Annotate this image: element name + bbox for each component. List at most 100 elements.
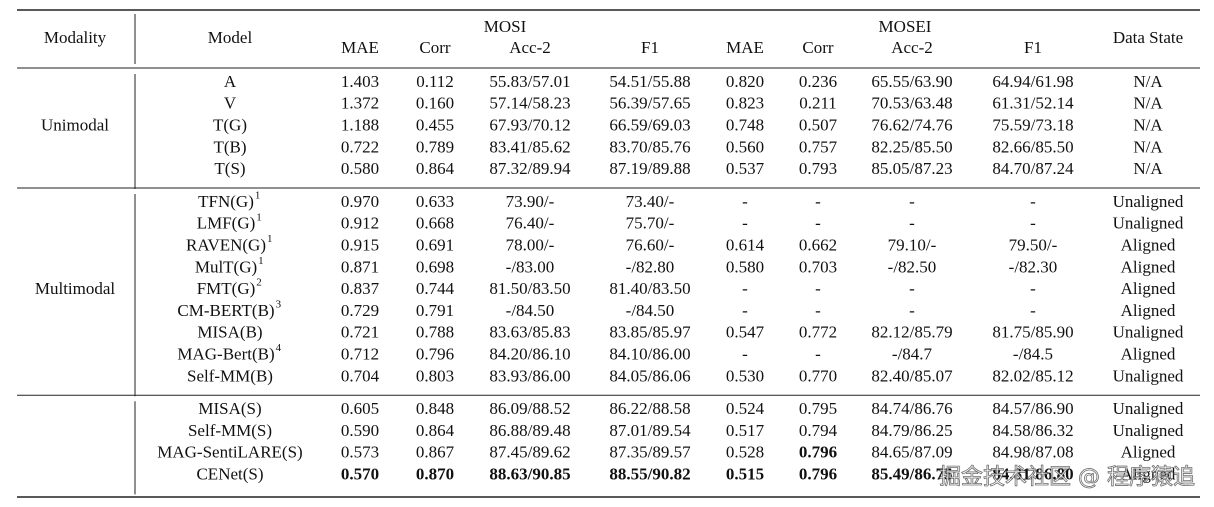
cell: 0.528 [726, 443, 764, 462]
cell: - [815, 192, 821, 211]
cell: 0.788 [416, 323, 454, 342]
cell: 0.970 [341, 192, 379, 211]
cell: 86.88/89.48 [489, 421, 570, 440]
cell: 0.236 [799, 72, 837, 91]
cell: -/83.00 [506, 257, 555, 276]
cell: 82.02/85.12 [992, 366, 1073, 385]
cell: 0.691 [416, 236, 454, 255]
cell: -/82.50 [888, 257, 937, 276]
cell: 84.05/86.06 [609, 366, 690, 385]
cell: 79.10/- [888, 236, 937, 255]
cell: Aligned [1121, 465, 1176, 484]
footnote-mark: 4 [276, 342, 282, 354]
data-state-header: Data State [1113, 28, 1183, 47]
cell: 78.00/- [506, 236, 555, 255]
cell: 0.160 [416, 94, 454, 113]
cell: N/A [1133, 72, 1163, 91]
model-name: CM-BERT(B) [177, 301, 274, 320]
cell: 57.14/58.23 [489, 94, 570, 113]
cell: 82.12/85.79 [871, 323, 952, 342]
cell: -/84.5 [1013, 345, 1053, 364]
cell: 0.772 [799, 323, 837, 342]
cell: N/A [1133, 159, 1163, 178]
dataset-header: MOSEI [879, 17, 932, 36]
cell: 0.668 [416, 214, 454, 233]
cell: 86.09/88.52 [489, 399, 570, 418]
cell: 79.50/- [1009, 236, 1058, 255]
cell: Unaligned [1113, 192, 1184, 211]
model-name: Self-MM(B) [187, 366, 273, 385]
cell: - [1030, 279, 1036, 298]
model-name: LMF(G) [197, 214, 256, 233]
cell: 85.05/87.23 [871, 159, 952, 178]
cell: - [909, 279, 915, 298]
cell: 0.796 [799, 465, 837, 484]
cell: 0.912 [341, 214, 379, 233]
cell: - [909, 214, 915, 233]
model-name: MAG-SentiLARE(S) [157, 443, 302, 462]
model-header: Model [208, 28, 253, 47]
cell: - [1030, 301, 1036, 320]
cell: -/82.30 [1009, 257, 1058, 276]
cell: 1.403 [341, 72, 379, 91]
cell: 0.789 [416, 137, 454, 156]
metric-header: MAE [726, 38, 764, 57]
cell: 76.60/- [626, 236, 675, 255]
cell: - [742, 279, 748, 298]
cell: Unaligned [1113, 366, 1184, 385]
cell: 0.864 [416, 159, 455, 178]
cell: - [815, 345, 821, 364]
cell: 0.662 [799, 236, 837, 255]
model-name: MAG-Bert(B) [177, 345, 274, 364]
cell: 0.915 [341, 236, 379, 255]
cell: 0.823 [726, 94, 764, 113]
cell: - [742, 192, 748, 211]
cell: Unaligned [1113, 323, 1184, 342]
cell: 0.791 [416, 301, 454, 320]
model-name: MISA(B) [197, 323, 262, 342]
cell: 0.633 [416, 192, 454, 211]
cell: 0.722 [341, 137, 379, 156]
cell: 56.39/57.65 [609, 94, 690, 113]
cell: 0.867 [416, 443, 455, 462]
cell: 0.524 [726, 399, 765, 418]
cell: 0.698 [416, 257, 454, 276]
cell: 81.40/83.50 [609, 279, 690, 298]
footnote-mark: 1 [255, 190, 261, 202]
cell: 0.614 [726, 236, 765, 255]
footnote-mark: 1 [258, 255, 264, 267]
footnote-mark: 1 [267, 233, 273, 245]
cell: - [742, 214, 748, 233]
cell: 1.372 [341, 94, 379, 113]
footnote-mark: 1 [256, 211, 262, 223]
cell: 88.63/90.85 [489, 465, 570, 484]
cell: 0.560 [726, 137, 764, 156]
cell: 0.864 [416, 421, 455, 440]
cell: Aligned [1121, 301, 1176, 320]
cell: 87.35/89.57 [609, 443, 691, 462]
cell: 0.796 [799, 443, 837, 462]
cell: N/A [1133, 94, 1163, 113]
model-name: TFN(G) [198, 192, 254, 211]
cell: 0.744 [416, 279, 455, 298]
footnote-mark: 2 [256, 277, 262, 289]
cell: 0.573 [341, 443, 379, 462]
cell: - [742, 301, 748, 320]
cell: Unaligned [1113, 214, 1184, 233]
cell: 64.94/61.98 [992, 72, 1073, 91]
cell: 0.729 [341, 301, 379, 320]
cell: 0.112 [416, 72, 454, 91]
model-name: T(G) [213, 116, 247, 135]
cell: Aligned [1121, 443, 1176, 462]
cell: 83.93/86.00 [489, 366, 570, 385]
cell: 82.66/85.50 [992, 137, 1073, 156]
cell: 84.58/86.32 [992, 421, 1073, 440]
model-name: RAVEN(G) [186, 236, 266, 255]
cell: 0.507 [799, 116, 838, 135]
dataset-header: MOSI [484, 17, 527, 36]
cell: 0.748 [726, 116, 764, 135]
cell: N/A [1133, 137, 1163, 156]
cell: - [909, 192, 915, 211]
cell: 61.31/52.14 [992, 94, 1074, 113]
cell: -/84.50 [626, 301, 675, 320]
